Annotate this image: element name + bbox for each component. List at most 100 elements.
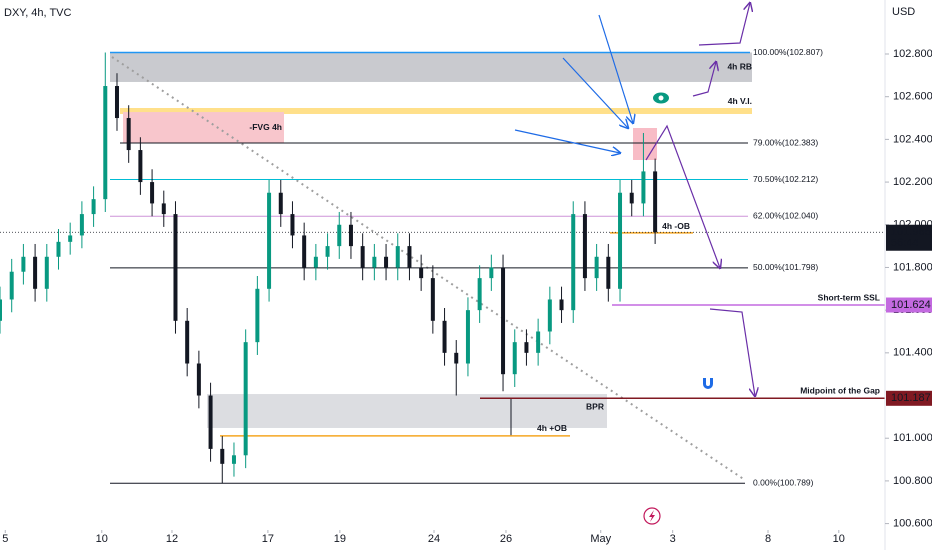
x-tick-label: 24	[428, 533, 440, 545]
candle-body	[524, 342, 529, 353]
purple-arrow	[698, 3, 750, 46]
y-tick-label: 102.600	[893, 91, 932, 103]
candle-body	[173, 214, 178, 321]
candle-body	[606, 256, 611, 289]
candle-body	[138, 150, 143, 183]
blue-arrow	[514, 129, 620, 153]
price-tag	[886, 224, 932, 251]
candle-body	[302, 235, 307, 268]
candle-body	[618, 192, 623, 289]
y-tick-label: 101.000	[893, 432, 932, 444]
candle-body	[582, 214, 587, 279]
candle-body	[231, 455, 236, 464]
purple-arrow	[709, 308, 755, 396]
candle-body	[255, 288, 260, 343]
price-tag-label: 101.624	[891, 299, 931, 311]
candle-body	[150, 182, 155, 204]
x-tick-label: 26	[500, 533, 512, 545]
eye-icon	[653, 92, 669, 104]
candle-body	[571, 214, 576, 311]
level-label: Short-term SSL	[818, 292, 880, 302]
purple-arrow	[645, 124, 720, 268]
candle-body	[629, 192, 634, 204]
fib-label: 50.00%(101.798)	[753, 262, 818, 272]
candle-body	[114, 86, 119, 119]
candle-body	[185, 320, 190, 364]
candle-body	[208, 395, 213, 449]
y-tick-label: 102.800	[893, 48, 932, 60]
trend-line	[111, 56, 746, 481]
zone	[120, 108, 752, 114]
zone	[207, 394, 607, 428]
candle-body	[0, 299, 2, 321]
candle-body	[536, 331, 541, 353]
fib-label: 0.00%(100.789)	[753, 478, 814, 488]
candle-body	[559, 299, 564, 311]
candle-body	[360, 246, 365, 268]
candle-body	[126, 118, 131, 151]
candle-body	[395, 246, 400, 268]
axis-unit: USD	[892, 6, 915, 18]
candle-body	[430, 278, 435, 321]
price-tag	[886, 390, 932, 406]
x-tick-label: 8	[765, 533, 771, 545]
candle-body	[653, 171, 658, 233]
chart-title: DXY, 4h, TVC	[4, 7, 72, 19]
y-tick-label: 102.200	[893, 176, 932, 188]
blue-arrow	[598, 14, 633, 123]
candle-body	[419, 267, 424, 279]
price-tag	[886, 297, 932, 313]
x-tick-label: 5	[2, 533, 8, 545]
y-tick-label: 101.400	[893, 347, 932, 359]
candle-body	[501, 267, 506, 375]
candle-body	[477, 278, 482, 311]
candle-body	[68, 235, 73, 242]
candle-body	[243, 342, 248, 456]
zone-label: -FVG 4h	[249, 122, 282, 132]
candle-body	[44, 256, 49, 289]
level-label: Midpoint of the Gap	[800, 386, 880, 396]
candle-body	[313, 256, 318, 268]
candle-body	[641, 171, 646, 204]
zone	[110, 52, 752, 82]
x-tick-label: 3	[670, 533, 676, 545]
candle-body	[384, 256, 389, 268]
price-tag-label: 101.965	[891, 226, 931, 238]
candle-body	[337, 224, 342, 247]
candle-body	[547, 299, 552, 332]
lightning-icon	[643, 507, 661, 525]
x-tick-label: May	[590, 533, 611, 545]
candle-body	[56, 241, 61, 257]
candle-body	[278, 192, 283, 215]
candle-body	[103, 86, 108, 200]
y-tick-label: 102.400	[893, 133, 932, 145]
candle-body	[348, 224, 353, 247]
arrows	[514, 3, 755, 396]
x-tick-label: 10	[833, 533, 845, 545]
y-tick-label: 100.600	[893, 518, 932, 530]
candle-body	[9, 271, 14, 300]
candle-body	[512, 342, 517, 375]
candle-body	[91, 199, 96, 215]
candle-body	[454, 352, 459, 364]
y-tick-label: 100.800	[893, 475, 932, 487]
candle-body	[594, 256, 599, 279]
price-tag-label: 101.187	[891, 392, 931, 404]
candle-body	[407, 246, 412, 268]
fib-label: 62.00%(102.040)	[753, 210, 818, 220]
candle-body	[372, 256, 377, 268]
blue-arrow	[562, 57, 628, 128]
candle-body	[33, 256, 38, 289]
candle-body	[21, 256, 26, 272]
x-tick-label: 19	[334, 533, 346, 545]
x-tick-label: 10	[96, 533, 108, 545]
magnet-icon	[703, 378, 713, 389]
level-label: 4h +OB	[537, 423, 567, 433]
candle-body	[442, 320, 447, 353]
candle-body	[325, 246, 330, 257]
price-tag-countdown: 56:44	[891, 237, 919, 249]
zone-label: 4h RB	[727, 61, 752, 71]
fib-label: 79.00%(102.383)	[753, 137, 818, 147]
